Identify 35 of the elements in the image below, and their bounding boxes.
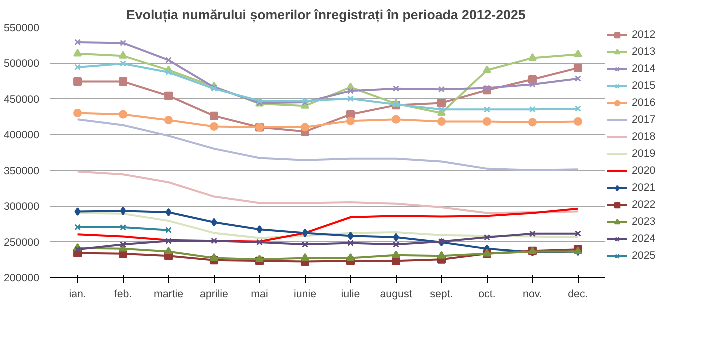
legend-label: 2021 (632, 182, 656, 194)
x-tick-label: ian. (69, 288, 86, 300)
legend-label: 2015 (632, 80, 656, 92)
x-tick-label: aprilie (200, 288, 229, 300)
legend-label: 2018 (632, 131, 656, 143)
y-tick-label: 350000 (4, 165, 40, 178)
y-tick-label: 550000 (4, 22, 40, 34)
legend-label: 2020 (632, 165, 656, 177)
y-tick-label: 450000 (4, 94, 40, 106)
x-tick-label: iunie (294, 288, 317, 300)
x-tick-label: feb. (114, 288, 132, 300)
legend-label: 2017 (632, 114, 656, 126)
x-tick-label: mai (251, 288, 268, 300)
legend-label: 2019 (632, 148, 656, 160)
y-tick-label: 400000 (4, 130, 40, 142)
legend-label: 2022 (632, 199, 656, 211)
y-tick-label: 500000 (4, 58, 40, 70)
legend-label: 2012 (632, 29, 656, 41)
legend-label: 2023 (632, 216, 656, 228)
x-tick-label: august (380, 288, 412, 300)
legend-label: 2013 (632, 46, 656, 58)
y-tick-label: 200000 (4, 272, 40, 284)
x-tick-label: sept. (430, 288, 454, 300)
legend-label: 2014 (632, 63, 656, 75)
legend-label: 2016 (632, 97, 656, 109)
x-tick-label: dec. (568, 288, 588, 300)
y-tick-label: 250000 (4, 236, 40, 249)
chart-title: Evoluția numărului șomerilor înregistrați în perioada 2012-2025 (126, 8, 526, 24)
legend-label: 2025 (632, 250, 656, 262)
y-tick-label: 300000 (4, 201, 40, 214)
x-tick-label: nov. (523, 288, 542, 300)
x-tick-label: martie (154, 288, 184, 300)
legend-label: 2024 (632, 233, 656, 245)
x-tick-label: iulie (341, 288, 360, 300)
x-tick-label: oct. (478, 288, 496, 300)
